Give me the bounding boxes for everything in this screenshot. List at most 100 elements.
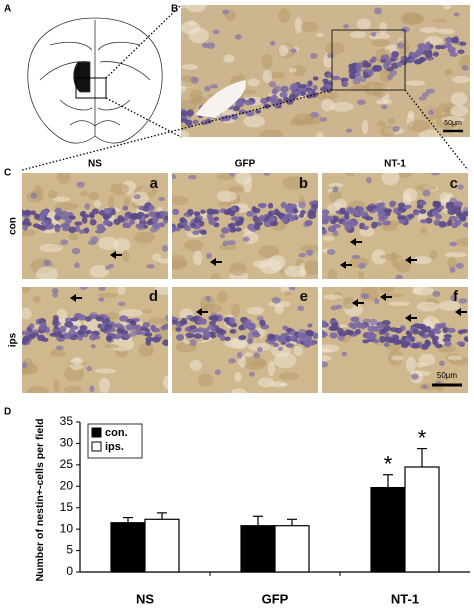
x-tick-label: NS <box>136 591 154 606</box>
cell <box>84 316 92 322</box>
cell <box>142 321 151 328</box>
cell <box>205 295 211 302</box>
cell <box>416 47 425 55</box>
cell <box>390 201 397 206</box>
cell <box>136 213 142 220</box>
cell <box>337 327 344 335</box>
cell <box>308 339 316 346</box>
cell <box>401 26 410 33</box>
cell <box>259 319 266 326</box>
cell <box>427 49 433 54</box>
bar <box>144 518 180 573</box>
cell <box>378 328 386 335</box>
cell <box>208 219 217 226</box>
cell <box>151 216 158 223</box>
cell <box>209 320 216 326</box>
cell <box>222 240 229 247</box>
tissue-spot <box>148 317 168 325</box>
cell <box>447 219 453 226</box>
cell <box>133 194 141 200</box>
cell <box>387 337 395 343</box>
tissue-spot <box>113 238 131 252</box>
cell <box>382 220 391 226</box>
cell <box>106 335 112 341</box>
micrograph <box>181 5 470 137</box>
cell <box>396 42 405 49</box>
cell <box>454 201 463 207</box>
cell <box>214 369 221 376</box>
cell <box>451 222 459 229</box>
tissue-spot <box>439 192 451 203</box>
cell <box>204 86 211 92</box>
tissue-spot <box>235 173 253 185</box>
cell <box>348 63 355 69</box>
cell <box>362 318 372 324</box>
cell <box>425 340 432 347</box>
cell <box>416 204 424 209</box>
cell <box>81 216 88 224</box>
cell <box>118 301 126 306</box>
cell <box>312 84 318 91</box>
tissue-spot <box>330 101 354 112</box>
cell <box>297 305 305 311</box>
cell <box>37 334 46 342</box>
cell <box>350 73 356 79</box>
tissue-spot <box>183 239 204 252</box>
arrow-head <box>210 258 216 266</box>
cell <box>298 252 307 258</box>
cell <box>461 329 468 334</box>
cell <box>332 230 339 237</box>
cell <box>200 120 209 125</box>
cell <box>22 209 26 216</box>
cell <box>312 332 318 340</box>
tissue-spot <box>328 182 344 188</box>
cell <box>282 217 289 224</box>
cell <box>269 215 275 222</box>
y-axis-title: Number of nestin+-cells per field <box>34 418 46 581</box>
cell <box>145 339 152 346</box>
tissue-spot <box>418 353 436 366</box>
cell <box>89 385 95 393</box>
cell <box>251 206 257 213</box>
cell <box>108 263 114 268</box>
cell <box>104 323 113 330</box>
cell <box>74 221 83 226</box>
tissue-spot <box>278 8 291 23</box>
tissue-spot <box>262 70 273 83</box>
micrograph <box>322 173 468 279</box>
cell <box>36 224 43 230</box>
tissue-spot <box>346 173 355 177</box>
cell <box>98 297 105 302</box>
cell <box>434 343 443 349</box>
tissue-spot <box>379 22 388 34</box>
cell <box>385 209 391 217</box>
cell <box>340 77 349 83</box>
legend-label: ips. <box>105 441 124 453</box>
cell <box>299 210 306 215</box>
cell <box>201 328 210 334</box>
cell <box>418 96 427 101</box>
tissue-spot <box>447 256 457 269</box>
cell <box>134 329 143 335</box>
cell <box>84 203 91 210</box>
cell <box>228 358 236 364</box>
cell <box>288 203 298 209</box>
cell <box>371 56 377 63</box>
cell <box>234 34 242 40</box>
cell <box>456 341 465 346</box>
cell <box>100 227 107 232</box>
cell <box>362 63 372 68</box>
tissue-spot <box>333 198 347 210</box>
cell <box>232 105 240 112</box>
tissue-spot <box>244 352 254 357</box>
micrograph <box>22 173 168 279</box>
cell <box>200 209 206 214</box>
cell <box>165 314 168 321</box>
cell <box>22 224 29 231</box>
cell <box>102 213 110 220</box>
cell <box>453 12 460 17</box>
cell <box>210 326 217 331</box>
tissue-spot <box>89 265 109 278</box>
tissue-spot <box>415 184 437 191</box>
tissue-spot <box>243 356 267 370</box>
